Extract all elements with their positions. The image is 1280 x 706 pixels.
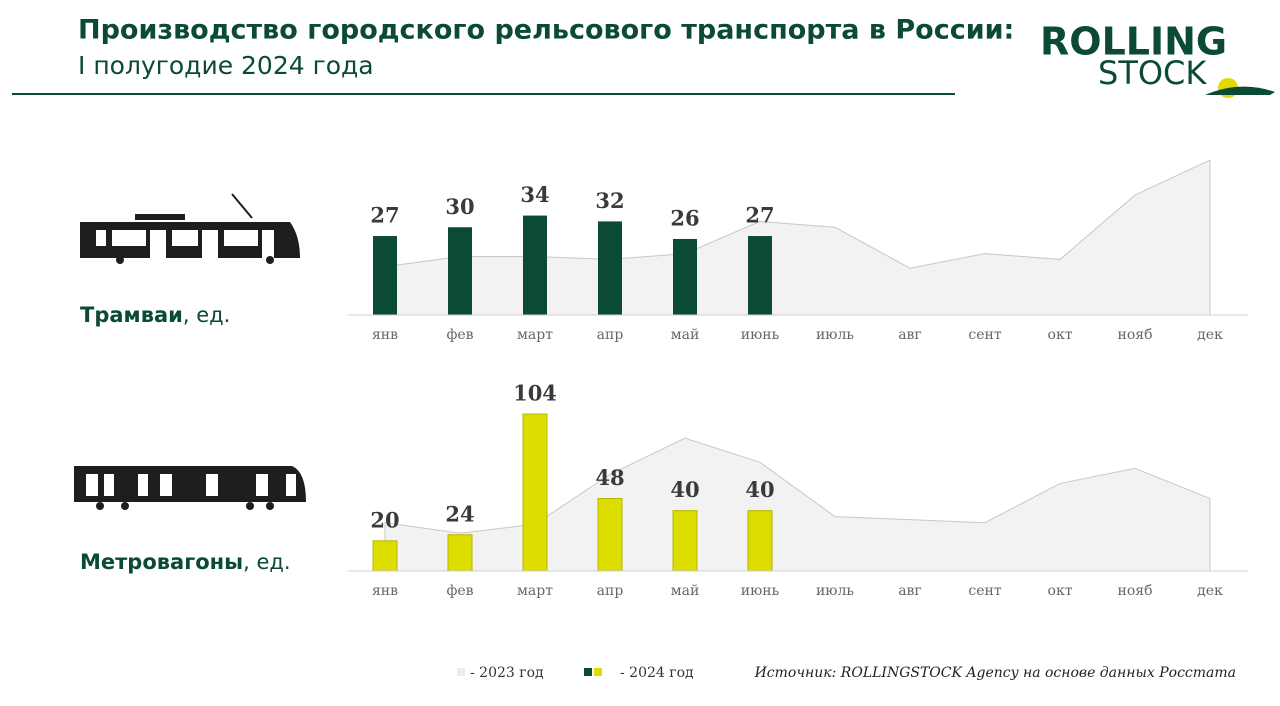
logo-top: ROLLING: [1040, 20, 1227, 64]
legend-swatch-2024-metro: [594, 668, 602, 676]
value-label: 24: [445, 501, 474, 526]
tram-icon: [80, 193, 300, 264]
x-tick-label: март: [517, 583, 553, 599]
metro-icon: [74, 466, 306, 510]
bar-2024: [372, 540, 398, 572]
bar-2024: [748, 236, 772, 315]
logo-bottom: STOCK: [1098, 54, 1207, 92]
value-label: 34: [520, 182, 549, 207]
x-tick-label: нояб: [1117, 327, 1152, 343]
x-tick-label: авг: [898, 583, 922, 599]
title: Производство городского рельсового транс…: [78, 15, 1014, 46]
x-tick-label: авг: [898, 327, 922, 343]
bar-2024: [522, 413, 548, 572]
x-tick-label: фев: [446, 583, 473, 599]
x-tick-label: янв: [372, 327, 398, 343]
value-label: 27: [745, 203, 774, 228]
legend-swatch-2024-tram: [584, 668, 592, 676]
bar-2024: [373, 236, 397, 315]
subtitle: I полугодие 2024 года: [78, 51, 374, 80]
legend-swatch-2023: [457, 668, 465, 676]
x-tick-label: дек: [1197, 327, 1223, 343]
value-label: 40: [670, 477, 699, 502]
x-tick-label: нояб: [1117, 583, 1152, 599]
legend-2024: - 2024 год: [620, 665, 694, 681]
logo-rail: [1205, 86, 1275, 95]
bar-2024: [598, 221, 622, 315]
x-tick-label: май: [671, 583, 700, 599]
value-label: 40: [745, 477, 774, 502]
chart-title-name: Трамваи: [80, 303, 183, 327]
x-tick-label: апр: [597, 583, 624, 599]
chart-title-name: Метровагоны: [80, 550, 243, 574]
x-tick-label: дек: [1197, 583, 1223, 599]
x-tick-label: май: [671, 327, 700, 343]
value-label: 32: [595, 188, 624, 213]
chart-title-unit: , ед.: [183, 303, 230, 327]
bar-2024: [523, 215, 547, 315]
x-tick-label: апр: [597, 327, 624, 343]
bar-2024: [448, 227, 472, 315]
bar-2024: [747, 510, 773, 572]
x-tick-label: март: [517, 327, 553, 343]
x-tick-label: июнь: [741, 583, 780, 599]
x-tick-label: июль: [816, 327, 854, 343]
x-tick-label: окт: [1048, 583, 1073, 599]
bar-2024: [673, 238, 697, 315]
area-2023: [384, 159, 1211, 316]
value-label: 26: [670, 205, 699, 230]
legend-2023: - 2023 год: [470, 665, 544, 681]
x-tick-label: окт: [1048, 327, 1073, 343]
value-label: 27: [370, 203, 399, 228]
bar-2024: [672, 510, 698, 572]
source: Источник: ROLLINGSTOCK Agency на основе …: [754, 665, 1236, 681]
value-label: 30: [445, 194, 474, 219]
bar-2024: [597, 498, 623, 572]
x-tick-label: сент: [968, 327, 1001, 343]
x-tick-label: июнь: [741, 327, 780, 343]
bar-2024: [447, 534, 473, 572]
value-label: 48: [595, 465, 624, 490]
x-tick-label: фев: [446, 327, 473, 343]
value-label: 20: [370, 507, 399, 532]
chart-title: Метровагоны, ед.: [80, 550, 291, 574]
x-tick-label: янв: [372, 583, 398, 599]
chart-title-unit: , ед.: [243, 550, 290, 574]
x-tick-label: сент: [968, 583, 1001, 599]
value-label: 104: [513, 381, 557, 406]
x-tick-label: июль: [816, 583, 854, 599]
area-2023: [384, 437, 1211, 572]
chart-title: Трамваи, ед.: [80, 303, 230, 327]
